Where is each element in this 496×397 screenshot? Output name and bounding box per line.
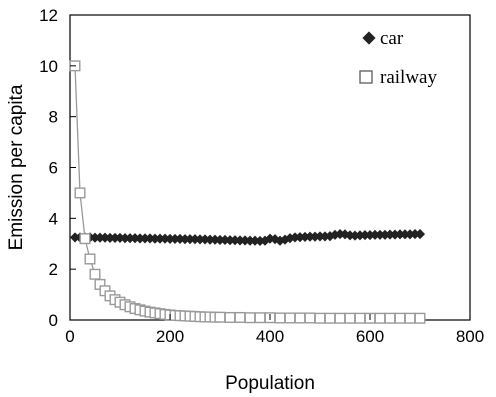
y-tick-label: 8	[49, 108, 58, 127]
railway-point	[344, 312, 356, 324]
railway-point	[214, 311, 226, 323]
railway-point	[394, 312, 406, 324]
legend-car-marker	[362, 31, 376, 45]
plot-frame	[69, 14, 471, 321]
x-tick-label: 600	[356, 327, 384, 346]
railway-point	[274, 312, 286, 324]
series-group	[69, 60, 426, 324]
x-tick-label: 200	[156, 327, 184, 346]
y-tick-label: 4	[49, 209, 58, 228]
legend-car-label: car	[380, 28, 404, 49]
railway-point	[324, 312, 336, 324]
car-point	[414, 229, 426, 240]
railway-point	[84, 253, 96, 265]
railway-point	[254, 312, 266, 324]
legend-railway-label: railway	[380, 67, 437, 88]
railway-point	[244, 312, 256, 324]
railway-point	[374, 312, 386, 324]
railway-series-line	[74, 65, 420, 319]
legend-railway-marker-shape	[359, 70, 373, 84]
legend-car-marker-shape	[362, 31, 376, 45]
y-axis-label: Emission per capita	[6, 84, 27, 250]
railway-point	[414, 312, 426, 324]
railway-point	[314, 312, 326, 324]
railway-point	[384, 312, 396, 324]
y-tick-label: 2	[49, 260, 58, 279]
ticks-group: 0 200 400 600 800 0 2 4 6 8 10 12	[39, 6, 484, 346]
y-tick-label: 0	[49, 311, 58, 330]
railway-point	[284, 312, 296, 324]
x-axis-label: Population	[225, 373, 315, 394]
x-tick-label: 0	[65, 327, 74, 346]
railway-point	[79, 233, 91, 245]
x-tick-label: 800	[456, 327, 484, 346]
x-tick-label: 400	[256, 327, 284, 346]
plot-frame-group	[69, 14, 471, 321]
y-tick-label: 6	[49, 159, 58, 178]
railway-point	[89, 268, 101, 280]
railway-point	[304, 312, 316, 324]
railway-point	[74, 187, 86, 199]
railway-point	[234, 311, 246, 323]
y-tick-label: 12	[39, 6, 58, 25]
legend: car railway	[359, 28, 437, 88]
legend-railway-marker	[359, 70, 373, 84]
railway-point	[334, 312, 346, 324]
railway-point	[404, 312, 416, 324]
railway-point	[354, 312, 366, 324]
y-tick-label: 10	[39, 57, 58, 76]
railway-point	[224, 311, 236, 323]
railway-point	[294, 312, 306, 324]
